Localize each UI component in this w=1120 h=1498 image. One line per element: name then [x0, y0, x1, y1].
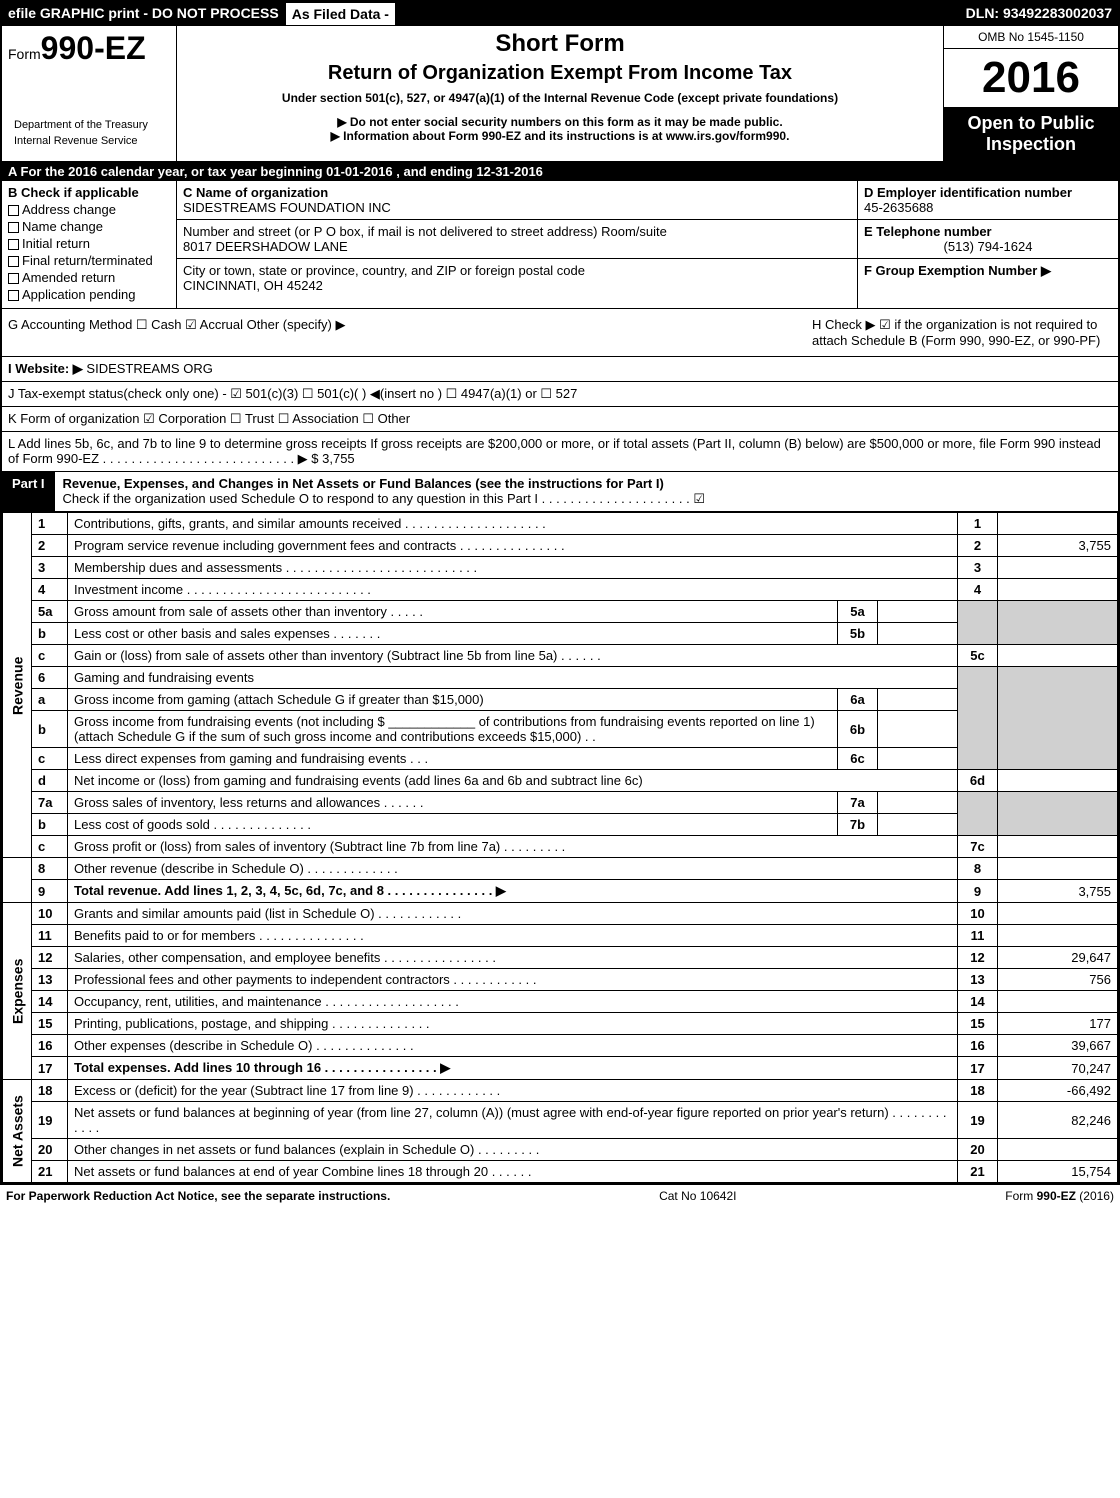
street-address: 8017 DEERSHADOW LANE — [183, 239, 348, 254]
short-form-title: Short Form — [185, 30, 935, 58]
i-label: I Website: ▶ — [8, 361, 83, 376]
website-value: SIDESTREAMS ORG — [86, 361, 212, 376]
cat-number: Cat No 10642I — [659, 1189, 736, 1203]
org-name: SIDESTREAMS FOUNDATION INC — [183, 200, 391, 215]
omb-number: OMB No 1545-1150 — [944, 26, 1118, 49]
g-accounting-method: G Accounting Method ☐ Cash ☑ Accrual Oth… — [8, 317, 346, 348]
check-amended[interactable] — [8, 273, 19, 284]
check-final[interactable] — [8, 256, 19, 267]
expenses-side-label: Expenses — [3, 903, 32, 1080]
phone-value: (513) 794-1624 — [864, 239, 1112, 254]
check-pending[interactable] — [8, 290, 19, 301]
tax-year: 2016 — [944, 49, 1118, 107]
form-prefix: Form — [8, 46, 41, 62]
form-header: Form990-EZ Department of the Treasury In… — [2, 26, 1118, 162]
row-l-gross: L Add lines 5b, 6c, and 7b to line 9 to … — [2, 432, 1118, 472]
return-title: Return of Organization Exempt From Incom… — [185, 62, 935, 85]
row-a-calendar: A For the 2016 calendar year, or tax yea… — [2, 162, 1118, 181]
page-footer: For Paperwork Reduction Act Notice, see … — [0, 1185, 1120, 1207]
top-banner: efile GRAPHIC print - DO NOT PROCESS As … — [2, 2, 1118, 26]
part1-table: Revenue 1Contributions, gifts, grants, a… — [2, 512, 1118, 1183]
city-header: City or town, state or province, country… — [183, 263, 585, 278]
c-header: C Name of organization — [183, 185, 328, 200]
part1-check: Check if the organization used Schedule … — [63, 491, 705, 506]
h-schedule-b: H Check ▶ ☑ if the organization is not r… — [812, 317, 1112, 348]
info-link: ▶ Information about Form 990-EZ and its … — [185, 129, 935, 143]
dln-label: DLN: 93492283002037 — [960, 2, 1118, 26]
check-initial[interactable] — [8, 239, 19, 250]
row-j-tax-exempt: J Tax-exempt status(check only one) - ☑ … — [2, 382, 1118, 407]
as-filed-label: As Filed Data - — [285, 2, 396, 26]
d-ein-header: D Employer identification number — [864, 185, 1072, 200]
row-i-website: I Website: ▶ SIDESTREAMS ORG — [2, 357, 1118, 382]
column-defh: D Employer identification number45-26356… — [858, 181, 1118, 308]
dept-treasury: Department of the Treasury — [8, 117, 170, 133]
section-bcd: B Check if applicable Address change Nam… — [2, 181, 1118, 309]
check-address[interactable] — [8, 205, 19, 216]
ein-value: 45-2635688 — [864, 200, 933, 215]
revenue-side-label: Revenue — [3, 513, 32, 858]
e-phone-header: E Telephone number — [864, 224, 992, 239]
paperwork-notice: For Paperwork Reduction Act Notice, see … — [6, 1189, 390, 1203]
city-state-zip: CINCINNATI, OH 45242 — [183, 278, 323, 293]
part1-title: Revenue, Expenses, and Changes in Net As… — [63, 476, 664, 491]
form-990ez-page: efile GRAPHIC print - DO NOT PROCESS As … — [0, 0, 1120, 1185]
column-b-checks: B Check if applicable Address change Nam… — [2, 181, 177, 308]
efile-label: efile GRAPHIC print - DO NOT PROCESS — [2, 2, 285, 26]
f-group-header: F Group Exemption Number ▶ — [864, 263, 1051, 278]
netassets-side-label: Net Assets — [3, 1080, 32, 1183]
irs-label: Internal Revenue Service — [8, 133, 170, 149]
form-number: 990-EZ — [41, 30, 146, 66]
open-inspection: Open to Public Inspection — [944, 107, 1118, 161]
b-header: B Check if applicable — [8, 185, 139, 200]
column-c-org: C Name of organizationSIDESTREAMS FOUNDA… — [177, 181, 858, 308]
ssn-warning: ▶ Do not enter social security numbers o… — [185, 115, 935, 129]
under-section: Under section 501(c), 527, or 4947(a)(1)… — [185, 91, 935, 105]
addr-header: Number and street (or P O box, if mail i… — [183, 224, 667, 239]
part1-label: Part I — [2, 472, 55, 511]
part1-header: Part I Revenue, Expenses, and Changes in… — [2, 472, 1118, 512]
row-g-accounting: G Accounting Method ☐ Cash ☑ Accrual Oth… — [2, 309, 1118, 357]
form-ref: Form 990-EZ (2016) — [1005, 1189, 1114, 1203]
check-name[interactable] — [8, 222, 19, 233]
row-k-org-form: K Form of organization ☑ Corporation ☐ T… — [2, 407, 1118, 432]
